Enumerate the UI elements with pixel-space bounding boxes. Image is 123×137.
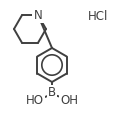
- Text: OH: OH: [60, 95, 78, 108]
- Text: HO: HO: [26, 95, 44, 108]
- Text: B: B: [48, 86, 56, 99]
- Text: N: N: [34, 9, 42, 22]
- Text: HCl: HCl: [88, 11, 108, 24]
